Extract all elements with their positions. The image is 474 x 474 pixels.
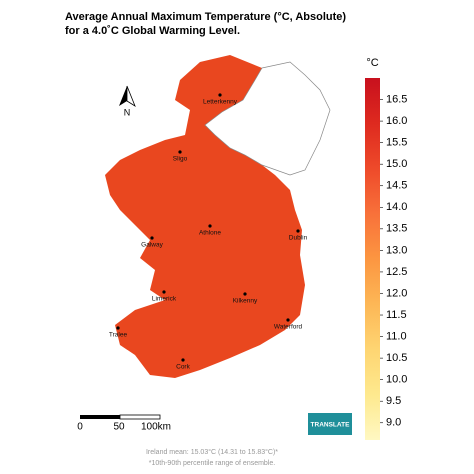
city-dot <box>150 236 154 240</box>
republic-map <box>105 55 305 378</box>
city-label: Letterkenny <box>203 99 238 106</box>
colorbar-tick-label: 9.0 <box>386 417 401 429</box>
scale-bar: 0 50 100km <box>77 414 171 433</box>
city-label: Dublin <box>289 235 308 242</box>
city-label: Galway <box>141 242 163 249</box>
city-dot <box>218 93 222 97</box>
logo: TRANSLATE <box>308 413 352 435</box>
logo-text: TRANSLATE <box>311 422 351 429</box>
north-label: N <box>124 107 131 117</box>
city-dot <box>243 292 247 296</box>
city-dot <box>162 290 166 294</box>
title-line: for a 4.0˚C Global Warming Level. <box>65 25 240 37</box>
colorbar-tick-label: 15.5 <box>386 137 407 149</box>
city-dot <box>286 318 290 322</box>
scale-label: 100km <box>141 422 171 433</box>
colorbar-tick-label: 9.5 <box>386 395 401 407</box>
colorbar-unit: °C <box>366 57 378 69</box>
scale-label: 50 <box>113 422 125 433</box>
city-dot <box>116 326 120 330</box>
colorbar-tick-label: 10.5 <box>386 352 407 364</box>
colorbar-tick-label: 13.5 <box>386 223 407 235</box>
northern-ireland <box>204 61 331 176</box>
city-dot <box>181 358 185 362</box>
colorbar-tick-label: 14.5 <box>386 180 407 192</box>
colorbar <box>365 78 380 440</box>
title-line: Average Annual Maximum Temperature (°C, … <box>65 11 346 23</box>
colorbar-tick-label: 11.5 <box>386 309 407 321</box>
city-label: Waterford <box>274 324 303 331</box>
footer: Ireland mean: 15.03°C (14.31 to 15.83°C)… <box>146 448 278 456</box>
colorbar-tick-label: 12.5 <box>386 266 407 278</box>
scale-label: 0 <box>77 422 83 433</box>
city-label: Limerick <box>152 296 177 303</box>
city-dot <box>178 150 182 154</box>
city-label: Cork <box>176 364 190 371</box>
city-dot <box>208 224 212 228</box>
colorbar-tick-label: 16.5 <box>386 93 407 105</box>
city-dot <box>296 229 300 233</box>
colorbar-tick-label: 12.0 <box>386 287 407 299</box>
colorbar-tick-label: 11.0 <box>386 330 407 342</box>
colorbar-tick-label: 13.0 <box>386 244 407 256</box>
city-label: Kilkenny <box>233 298 258 305</box>
city-label: Tralee <box>109 332 128 339</box>
city-label: Athlone <box>199 230 221 237</box>
colorbar-tick-label: 14.0 <box>386 201 407 213</box>
colorbar-tick-label: 16.0 <box>386 115 407 127</box>
colorbar-tick-label: 15.0 <box>386 158 407 170</box>
footer: *10th-90th percentile range of ensemble. <box>149 460 276 467</box>
north-arrow: N <box>119 85 136 117</box>
city-label: Sligo <box>173 156 188 163</box>
colorbar-tick-label: 10.0 <box>386 374 407 386</box>
